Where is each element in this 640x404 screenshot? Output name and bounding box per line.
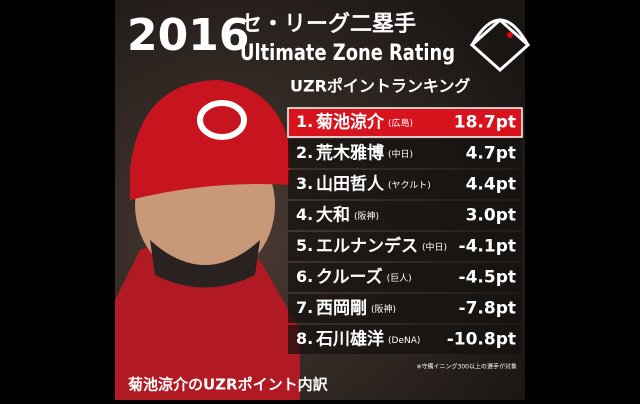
rank: 5. xyxy=(296,236,313,255)
player-photo xyxy=(115,80,300,400)
row-bg xyxy=(288,325,522,354)
year: 2016 xyxy=(127,10,249,61)
team: (阪神) xyxy=(371,303,396,315)
uzr-value: 18.7pt xyxy=(454,113,516,133)
subtitle: UZRポイントランキング xyxy=(290,77,470,96)
rank: 1. xyxy=(296,112,313,131)
row-bg xyxy=(288,201,522,230)
team: (DeNA) xyxy=(388,336,420,346)
uzr-value: 3.0pt xyxy=(466,206,516,226)
team: (中日) xyxy=(388,148,413,160)
rank: 7. xyxy=(296,298,313,317)
team: (巨人) xyxy=(387,273,412,284)
uzr-value: -10.8pt xyxy=(447,330,516,350)
rank: 3. xyxy=(296,174,313,193)
uzr-value: -4.5pt xyxy=(459,268,516,288)
note: ※守備イニング300以上の選手が対象 xyxy=(417,363,517,371)
uzr-value: 4.7pt xyxy=(466,144,516,164)
row-bg xyxy=(288,294,522,323)
footer: 菊池涼介のUZRポイント内訳 xyxy=(128,376,329,394)
uzr-value: -4.1pt xyxy=(459,237,516,257)
rank: 4. xyxy=(296,205,313,224)
rank: 8. xyxy=(296,329,313,348)
row-bg xyxy=(288,263,522,292)
uzr-value: -7.8pt xyxy=(459,299,516,319)
ranking-table: 1. 菊池涼介 (広島) 18.7pt 2. 荒木雅博 (中日) 4.7pt 3. 山田哲人 (ヤク… xyxy=(287,107,523,354)
field-icon xyxy=(469,17,531,73)
player-name: 菊池涼介 xyxy=(316,112,385,133)
player-name: 大和 xyxy=(316,205,350,226)
team: (ヤクルト) xyxy=(388,180,431,191)
title: Ultimate Zone Rating xyxy=(240,41,455,66)
row-bg xyxy=(288,232,522,261)
team: (中日) xyxy=(422,241,447,253)
row-bg xyxy=(287,107,523,138)
player-name: 荒木雅博 xyxy=(315,143,384,164)
league: セ・リーグ二塁手 xyxy=(240,11,416,37)
row-bg xyxy=(288,139,522,168)
rank: 6. xyxy=(296,267,313,286)
rank: 2. xyxy=(296,143,313,162)
team: (阪神) xyxy=(354,210,379,222)
player-name: 西岡剛 xyxy=(316,299,367,319)
uzr-value: 4.4pt xyxy=(466,175,516,195)
team: (広島) xyxy=(388,117,413,129)
row-bg xyxy=(288,170,522,199)
player-name: 石川雄洋 xyxy=(315,329,384,350)
player-name: クルーズ xyxy=(316,267,383,288)
player-name: エルナンデス xyxy=(316,236,418,257)
player-name: 山田哲人 xyxy=(316,174,385,195)
